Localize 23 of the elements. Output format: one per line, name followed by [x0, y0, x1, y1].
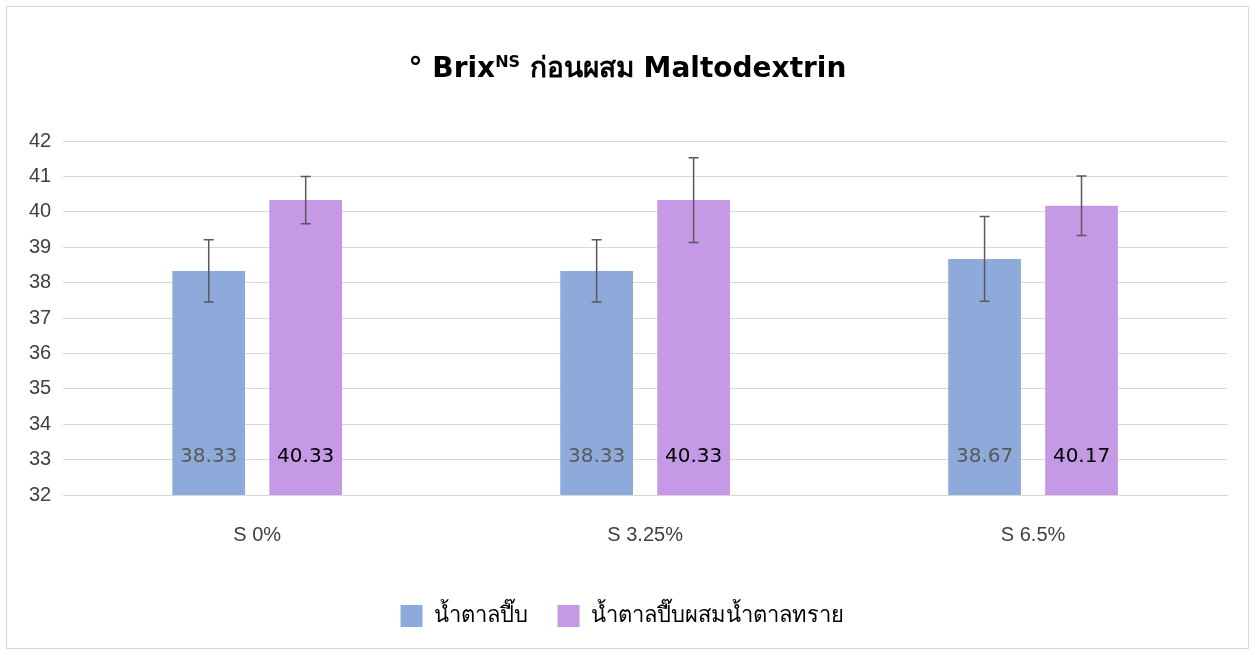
y-tick-label: 40: [29, 199, 52, 222]
data-label: 38.67: [955, 443, 1014, 468]
y-tick-label: 34: [29, 411, 52, 434]
y-tick-label: 38: [29, 270, 52, 293]
data-label: 40.17: [1052, 443, 1111, 468]
chart-title: ° Brix$^{NS}$ ก่อนผสม Maltodextrin: [407, 50, 848, 86]
legend-label: น้ำตาลปี๊บ: [433, 597, 528, 627]
y-tick-label: 32: [29, 482, 52, 505]
y-tick-label: 37: [29, 305, 52, 328]
data-label: 40.33: [664, 443, 723, 468]
y-tick-label: 36: [29, 340, 52, 363]
data-label: 40.33: [277, 443, 335, 468]
y-tick-label: 42: [29, 128, 52, 151]
y-tick-label: 33: [29, 447, 52, 470]
legend-label: น้ำตาลปี๊บผสมน้ำตาลทราย: [590, 597, 844, 627]
x-tick-label: S 0%: [233, 522, 282, 545]
y-tick-label: 41: [29, 163, 52, 186]
y-tick-label: 35: [29, 376, 52, 399]
data-label: 38.33: [180, 443, 238, 468]
data-label: 38.33: [568, 443, 626, 468]
x-tick-label: S 3.25%: [607, 522, 684, 545]
x-tick-label: S 6.5%: [1000, 522, 1066, 545]
y-tick-label: 39: [29, 234, 52, 257]
